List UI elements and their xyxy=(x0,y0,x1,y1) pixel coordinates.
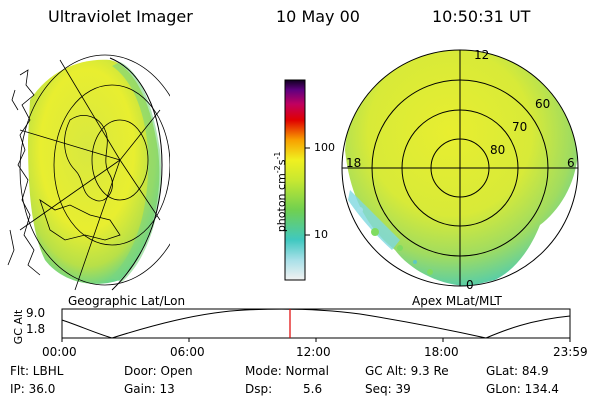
mlt-label-0: 0 xyxy=(466,278,474,292)
timeline-xtick-1200: 12:00 xyxy=(296,345,331,359)
lat-label-80: 80 xyxy=(490,143,506,157)
status-seq: Seq: 39 xyxy=(365,382,411,396)
status-flt: Flt: LBHL xyxy=(10,364,64,378)
status-gcalt: GC Alt: 9.3 Re xyxy=(365,364,449,378)
status-glon: GLon: 134.4 xyxy=(486,382,559,396)
lat-label-60: 60 xyxy=(535,97,551,111)
timeline-xtick-2359: 23:59 xyxy=(553,345,588,359)
status-dsp-value: 5.6 xyxy=(303,382,323,396)
date-label: 10 May 00 xyxy=(276,7,360,26)
mlt-label-12: 12 xyxy=(474,48,490,62)
status-gain: Gain: 13 xyxy=(124,382,175,396)
lat-label-70: 70 xyxy=(512,120,528,134)
instrument-title: Ultraviolet Imager xyxy=(48,7,193,26)
status-door: Door: Open xyxy=(124,364,193,378)
colorbar-tick-100: 100 xyxy=(314,141,335,154)
status-ip: IP: 36.0 xyxy=(10,382,56,396)
timeline-xtick-0600: 06:00 xyxy=(170,345,205,359)
timeline-xtick-0000: 00:00 xyxy=(42,345,77,359)
status-glat: GLat: 84.9 xyxy=(486,364,549,378)
status-dsp-label: Dsp: xyxy=(245,382,273,396)
geographic-caption: Geographic Lat/Lon xyxy=(68,294,186,308)
colorbar-tick-10: 10 xyxy=(314,228,328,241)
colorbar xyxy=(284,79,310,281)
timeline-xtick-1800: 18:00 xyxy=(424,345,459,359)
mlt-label-18: 18 xyxy=(346,156,362,170)
apex-caption: Apex MLat/MLT xyxy=(412,294,502,308)
time-label: 10:50:31 UT xyxy=(432,7,531,26)
timeline-ytick-low: 1.8 xyxy=(26,322,46,336)
mlt-label-6: 6 xyxy=(567,156,575,170)
timeline-ytick-high: 9.0 xyxy=(26,306,46,320)
status-mode: Mode: Normal xyxy=(245,364,329,378)
